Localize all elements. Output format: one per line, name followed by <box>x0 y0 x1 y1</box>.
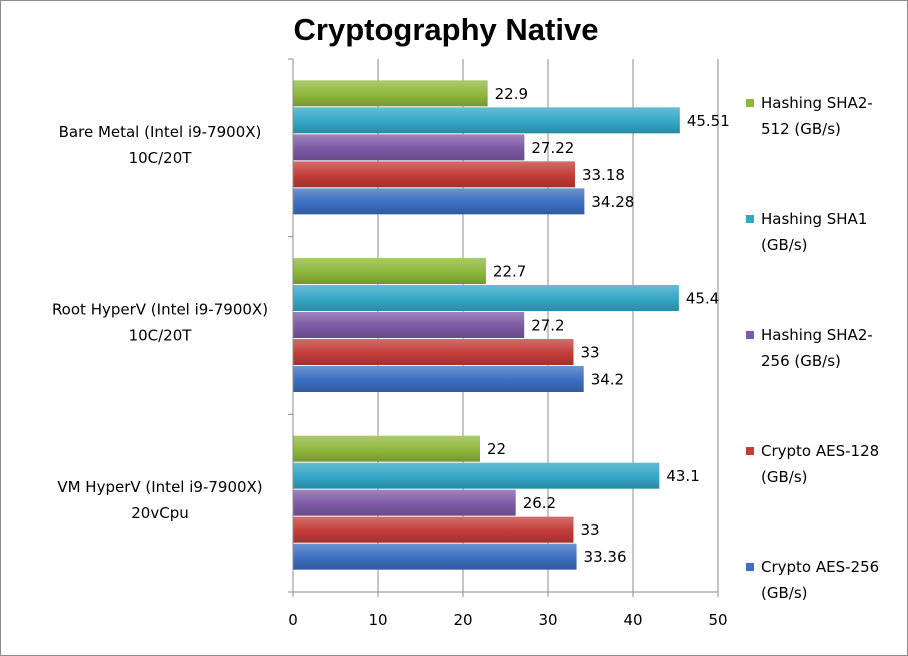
x-tick-label: 50 <box>708 611 727 629</box>
bar-crypto-aes-128-gb-s-2 <box>293 516 574 543</box>
bar-hashing-sha2-512-gb-s-2 <box>293 435 480 462</box>
category-label: 20vCpu <box>131 504 188 522</box>
bar-crypto-aes-256-gb-s-1 <box>293 366 584 392</box>
legend-label: Crypto AES-128 <box>761 442 879 460</box>
chart-title: Cryptography Native <box>294 12 599 47</box>
legend-swatch <box>746 563 754 571</box>
category-label: Root HyperV (Intel i9-7900X) <box>52 301 268 319</box>
data-label: 33 <box>581 521 600 539</box>
data-label: 26.2 <box>523 494 556 512</box>
bar-crypto-aes-256-gb-s-2 <box>293 543 577 570</box>
legend-swatch <box>746 447 754 455</box>
legend-label: 256 (GB/s) <box>761 352 841 370</box>
axes: Bare Metal (Intel i9-7900X) 10C/20T Root H… <box>52 58 728 629</box>
data-label: 22.7 <box>493 263 526 281</box>
data-label: 27.2 <box>531 317 564 335</box>
legend-label: Hashing SHA2- <box>761 94 873 112</box>
bar-hashing-sha2-256-gb-s-1 <box>293 312 525 338</box>
legend-label: (GB/s) <box>761 236 808 254</box>
bar-crypto-aes-256-gb-s-0 <box>293 188 585 215</box>
legend: Hashing SHA2- 512 (GB/s) Hashing SHA1 (GB/s… <box>746 94 879 602</box>
data-label: 45.4 <box>686 290 719 308</box>
legend-swatch <box>746 99 754 107</box>
legend-swatch <box>746 331 754 339</box>
x-tick-label: 40 <box>623 611 642 629</box>
data-label: 43.1 <box>666 467 699 485</box>
legend-label: 512 (GB/s) <box>761 120 841 138</box>
bar-hashing-sha1-gb-s-1 <box>293 285 679 311</box>
bar-crypto-aes-128-gb-s-0 <box>293 161 576 188</box>
bar-hashing-sha2-256-gb-s-0 <box>293 134 525 161</box>
bar-hashing-sha1-gb-s-2 <box>293 462 660 489</box>
data-label: 33 <box>581 344 600 362</box>
x-tick-label: 30 <box>538 611 557 629</box>
data-label: 33.18 <box>582 166 625 184</box>
legend-label: Hashing SHA1 <box>761 210 867 228</box>
legend-label: Hashing SHA2- <box>761 326 873 344</box>
data-label: 34.2 <box>591 371 624 389</box>
data-label: 27.22 <box>531 139 574 157</box>
category-label: 10C/20T <box>129 327 193 345</box>
legend-label: (GB/s) <box>761 584 808 602</box>
legend-swatch <box>746 215 754 223</box>
x-tick-label: 0 <box>288 611 298 629</box>
x-tick-label: 10 <box>368 611 387 629</box>
data-label: 22 <box>487 440 506 458</box>
data-label: 45.51 <box>687 112 730 130</box>
data-label: 22.9 <box>495 85 528 103</box>
legend-label: Crypto AES-256 <box>761 558 879 576</box>
data-label: 33.36 <box>584 548 627 566</box>
bar-hashing-sha2-512-gb-s-0 <box>293 80 488 107</box>
data-label: 34.28 <box>591 193 634 211</box>
bar-hashing-sha2-256-gb-s-2 <box>293 489 516 516</box>
bar-crypto-aes-128-gb-s-1 <box>293 339 574 365</box>
legend-label: (GB/s) <box>761 468 808 486</box>
bar-hashing-sha2-512-gb-s-1 <box>293 258 486 284</box>
category-label: VM HyperV (Intel i9-7900X) <box>57 478 262 496</box>
category-label: 10C/20T <box>129 149 193 167</box>
x-tick-label: 20 <box>453 611 472 629</box>
category-label: Bare Metal (Intel i9-7900X) <box>59 123 262 141</box>
bars: 22.9 45.51 27.22 33.18 34.28 22.7 45.4 27.2 33 34… <box>293 80 730 570</box>
bar-hashing-sha1-gb-s-0 <box>293 107 680 134</box>
